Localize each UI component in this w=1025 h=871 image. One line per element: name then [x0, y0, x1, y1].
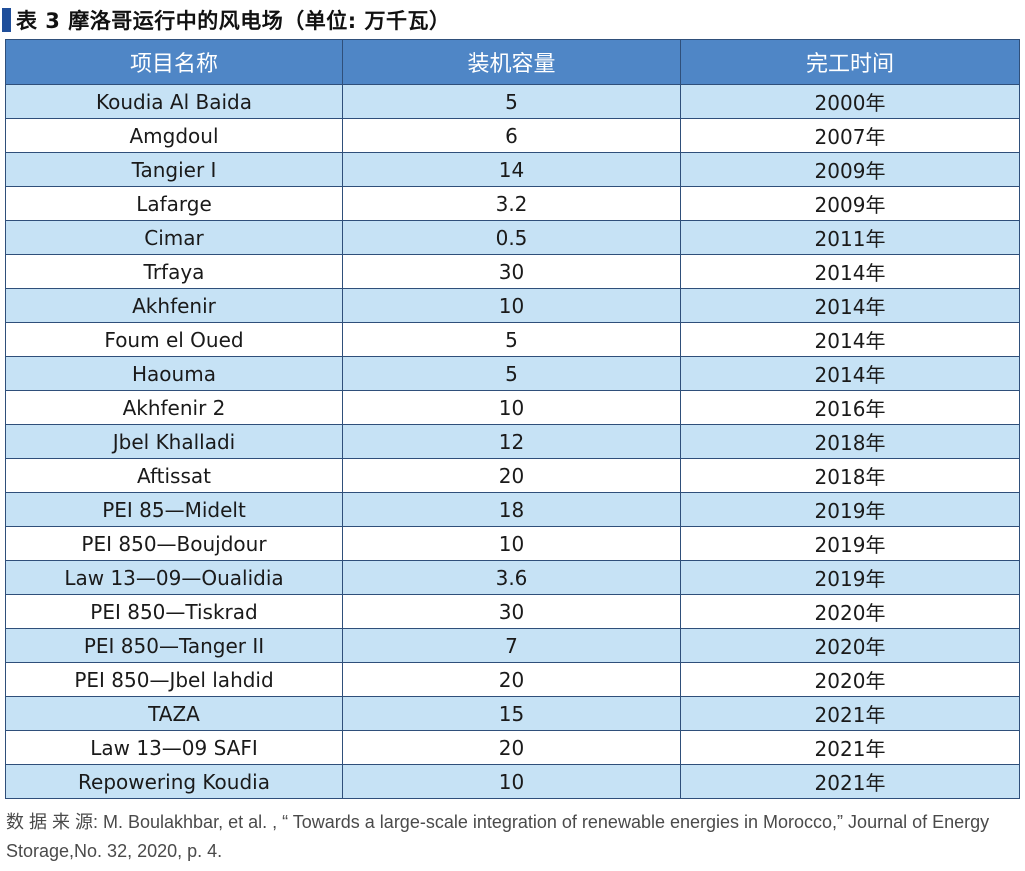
cell-project-name: Lafarge	[5, 186, 343, 221]
table-row: Akhfenir 2 10 2016年	[5, 390, 1020, 425]
table-row: Law 13—09 SAFI 20 2021年	[5, 730, 1020, 765]
table-row: Cimar 0.5 2011年	[5, 220, 1020, 255]
cell-project-name: Cimar	[5, 220, 343, 255]
cell-project-name: PEI 850—Tiskrad	[5, 594, 343, 629]
cell-completion-time: 2021年	[680, 696, 1020, 731]
cell-capacity: 3.6	[342, 560, 681, 595]
table-row: Repowering Koudia 10 2021年	[5, 764, 1020, 799]
cell-project-name: Law 13—09—Oualidia	[5, 560, 343, 595]
cell-project-name: Jbel Khalladi	[5, 424, 343, 459]
table-row: Koudia Al Baida 5 2000年	[5, 84, 1020, 119]
cell-capacity: 0.5	[342, 220, 681, 255]
cell-capacity: 5	[342, 84, 681, 119]
cell-capacity: 18	[342, 492, 681, 527]
cell-capacity: 5	[342, 356, 681, 391]
header-completion-time: 完工时间	[680, 39, 1020, 85]
cell-capacity: 15	[342, 696, 681, 731]
cell-completion-time: 2011年	[680, 220, 1020, 255]
title-marker-icon	[2, 8, 11, 32]
cell-project-name: Foum el Oued	[5, 322, 343, 357]
table-row: Amgdoul 6 2007年	[5, 118, 1020, 153]
table-row: PEI 850—Tiskrad 30 2020年	[5, 594, 1020, 629]
header-project-name: 项目名称	[5, 39, 343, 85]
cell-project-name: Haouma	[5, 356, 343, 391]
cell-completion-time: 2014年	[680, 356, 1020, 391]
table-row: Lafarge 3.2 2009年	[5, 186, 1020, 221]
cell-project-name: Akhfenir	[5, 288, 343, 323]
header-capacity: 装机容量	[342, 39, 681, 85]
cell-project-name: Trfaya	[5, 254, 343, 289]
cell-project-name: Aftissat	[5, 458, 343, 493]
cell-project-name: PEI 850—Tanger II	[5, 628, 343, 663]
table-row: Akhfenir 10 2014年	[5, 288, 1020, 323]
cell-project-name: Tangier I	[5, 152, 343, 187]
table-row: PEI 850—Tanger II 7 2020年	[5, 628, 1020, 663]
cell-project-name: PEI 850—Boujdour	[5, 526, 343, 561]
cell-completion-time: 2021年	[680, 764, 1020, 799]
cell-completion-time: 2009年	[680, 186, 1020, 221]
cell-capacity: 10	[342, 764, 681, 799]
cell-capacity: 30	[342, 254, 681, 289]
cell-completion-time: 2020年	[680, 628, 1020, 663]
cell-project-name: Law 13—09 SAFI	[5, 730, 343, 765]
cell-capacity: 20	[342, 662, 681, 697]
table-row: Haouma 5 2014年	[5, 356, 1020, 391]
cell-capacity: 10	[342, 390, 681, 425]
table-row: Law 13—09—Oualidia 3.6 2019年	[5, 560, 1020, 595]
cell-completion-time: 2019年	[680, 492, 1020, 527]
table-row: Aftissat 20 2018年	[5, 458, 1020, 493]
table-row: TAZA 15 2021年	[5, 696, 1020, 731]
cell-capacity: 20	[342, 730, 681, 765]
cell-capacity: 20	[342, 458, 681, 493]
table-row: Trfaya 30 2014年	[5, 254, 1020, 289]
cell-capacity: 5	[342, 322, 681, 357]
cell-completion-time: 2020年	[680, 594, 1020, 629]
cell-completion-time: 2019年	[680, 526, 1020, 561]
cell-completion-time: 2021年	[680, 730, 1020, 765]
table-row: Tangier I 14 2009年	[5, 152, 1020, 187]
table-row: Jbel Khalladi 12 2018年	[5, 424, 1020, 459]
cell-completion-time: 2014年	[680, 254, 1020, 289]
cell-completion-time: 2014年	[680, 288, 1020, 323]
table-title: 表 3 摩洛哥运行中的风电场（单位: 万千瓦）	[2, 3, 450, 37]
cell-capacity: 12	[342, 424, 681, 459]
cell-completion-time: 2014年	[680, 322, 1020, 357]
table-row: PEI 850—Boujdour 10 2019年	[5, 526, 1020, 561]
cell-capacity: 3.2	[342, 186, 681, 221]
cell-capacity: 10	[342, 288, 681, 323]
table-row: PEI 85—Midelt 18 2019年	[5, 492, 1020, 527]
cell-project-name: TAZA	[5, 696, 343, 731]
cell-capacity: 14	[342, 152, 681, 187]
cell-completion-time: 2020年	[680, 662, 1020, 697]
table-row: Foum el Oued 5 2014年	[5, 322, 1020, 357]
wind-farm-table: 项目名称 装机容量 完工时间 Koudia Al Baida 5 2000年 Amgd…	[5, 39, 1020, 799]
cell-project-name: Repowering Koudia	[5, 764, 343, 799]
cell-completion-time: 2019年	[680, 560, 1020, 595]
table-body: Koudia Al Baida 5 2000年 Amgdoul 6 2007年 Tangie…	[5, 84, 1020, 799]
table-header-row: 项目名称 装机容量 完工时间	[5, 39, 1020, 85]
cell-completion-time: 2018年	[680, 424, 1020, 459]
cell-completion-time: 2018年	[680, 458, 1020, 493]
table-row: PEI 850—Jbel lahdid 20 2020年	[5, 662, 1020, 697]
cell-completion-time: 2000年	[680, 84, 1020, 119]
cell-project-name: PEI 85—Midelt	[5, 492, 343, 527]
cell-capacity: 10	[342, 526, 681, 561]
cell-project-name: Akhfenir 2	[5, 390, 343, 425]
cell-capacity: 30	[342, 594, 681, 629]
cell-project-name: Amgdoul	[5, 118, 343, 153]
source-note: 数 据 来 源: M. Boulakhbar, et al. , “ Towar…	[6, 812, 990, 861]
cell-completion-time: 2007年	[680, 118, 1020, 153]
cell-capacity: 6	[342, 118, 681, 153]
cell-project-name: Koudia Al Baida	[5, 84, 343, 119]
cell-project-name: PEI 850—Jbel lahdid	[5, 662, 343, 697]
cell-completion-time: 2016年	[680, 390, 1020, 425]
cell-capacity: 7	[342, 628, 681, 663]
cell-completion-time: 2009年	[680, 152, 1020, 187]
table-title-text: 表 3 摩洛哥运行中的风电场（单位: 万千瓦）	[16, 9, 451, 33]
